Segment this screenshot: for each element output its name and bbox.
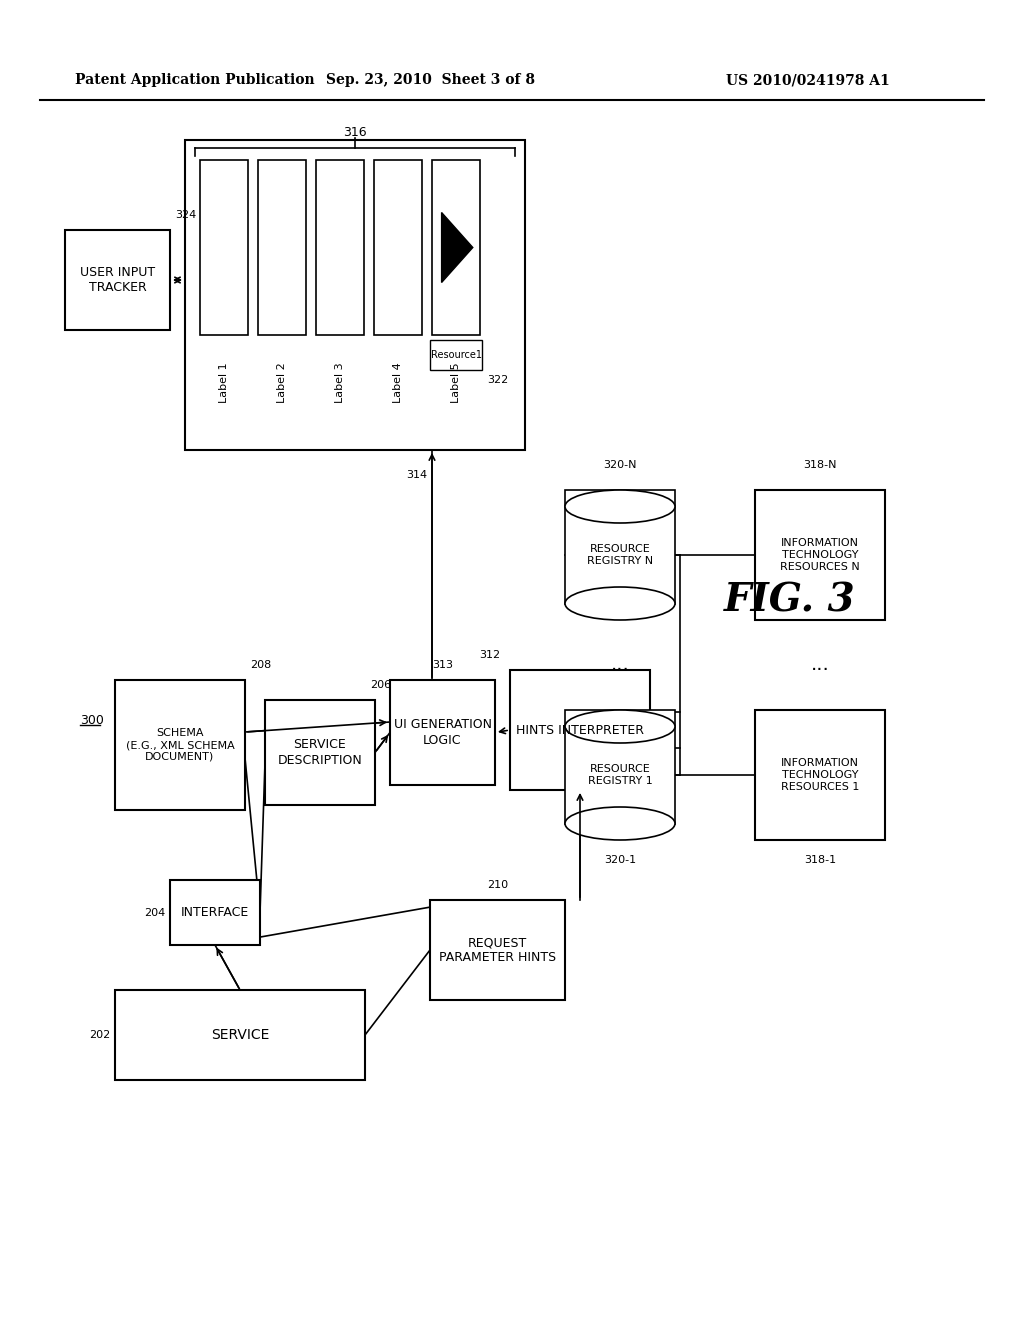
Bar: [115, 680, 245, 810]
Text: ...: ...: [610, 656, 630, 675]
Text: UI GENERATION
LOGIC: UI GENERATION LOGIC: [393, 718, 492, 747]
Text: INTERFACE: INTERFACE: [181, 906, 249, 919]
Text: ...: ...: [811, 656, 829, 675]
Bar: [316, 160, 364, 335]
Ellipse shape: [565, 587, 675, 620]
Text: 204: 204: [143, 908, 165, 917]
Text: 202: 202: [89, 1030, 110, 1040]
Bar: [430, 900, 565, 1001]
Text: Label 1: Label 1: [219, 363, 229, 404]
Bar: [565, 726, 675, 824]
Text: USER INPUT
TRACKER: USER INPUT TRACKER: [80, 267, 155, 294]
Text: Label 5: Label 5: [451, 363, 461, 404]
Text: SERVICE: SERVICE: [211, 1028, 269, 1041]
Bar: [374, 160, 422, 335]
Text: 316: 316: [343, 127, 367, 140]
Text: Label 4: Label 4: [393, 363, 403, 404]
Text: 208: 208: [250, 660, 271, 671]
Text: INFORMATION
TECHNOLOGY
RESOURCES N: INFORMATION TECHNOLOGY RESOURCES N: [780, 539, 860, 572]
Text: Sep. 23, 2010  Sheet 3 of 8: Sep. 23, 2010 Sheet 3 of 8: [326, 73, 535, 87]
Text: Resource1: Resource1: [430, 350, 481, 360]
Bar: [430, 341, 482, 370]
Text: 320-1: 320-1: [604, 855, 636, 865]
Bar: [65, 230, 170, 330]
Bar: [200, 160, 248, 335]
Text: 300: 300: [80, 714, 103, 726]
Ellipse shape: [565, 490, 675, 523]
Bar: [390, 680, 495, 785]
Bar: [755, 490, 885, 620]
Bar: [265, 700, 375, 805]
Bar: [258, 160, 306, 335]
Bar: [565, 507, 675, 603]
Text: US 2010/0241978 A1: US 2010/0241978 A1: [726, 73, 890, 87]
Text: REQUEST
PARAMETER HINTS: REQUEST PARAMETER HINTS: [439, 936, 556, 964]
Text: RESOURCE
REGISTRY 1: RESOURCE REGISTRY 1: [588, 764, 652, 785]
Bar: [170, 880, 260, 945]
Text: 210: 210: [487, 880, 508, 890]
Text: FIG. 3: FIG. 3: [724, 581, 856, 619]
Text: Label 2: Label 2: [278, 363, 287, 404]
Text: 322: 322: [487, 375, 508, 385]
Text: HINTS INTERPRETER: HINTS INTERPRETER: [516, 723, 644, 737]
Text: SERVICE
DESCRIPTION: SERVICE DESCRIPTION: [278, 738, 362, 767]
Text: 206: 206: [370, 680, 391, 690]
Text: 320-N: 320-N: [603, 459, 637, 470]
Bar: [565, 490, 675, 603]
Bar: [432, 160, 480, 335]
Text: Label 3: Label 3: [335, 363, 345, 404]
Text: Patent Application Publication: Patent Application Publication: [75, 73, 314, 87]
Text: SCHEMA
(E.G., XML SCHEMA
DOCUMENT): SCHEMA (E.G., XML SCHEMA DOCUMENT): [126, 729, 234, 762]
Text: 318-1: 318-1: [804, 855, 836, 865]
Bar: [185, 140, 525, 450]
Bar: [510, 671, 650, 789]
Text: 318-N: 318-N: [803, 459, 837, 470]
Text: 314: 314: [407, 470, 428, 480]
Text: 313: 313: [432, 660, 453, 671]
Ellipse shape: [565, 807, 675, 840]
Text: 312: 312: [479, 649, 500, 660]
Text: RESOURCE
REGISTRY N: RESOURCE REGISTRY N: [587, 544, 653, 566]
Ellipse shape: [565, 710, 675, 743]
Bar: [755, 710, 885, 840]
Bar: [115, 990, 365, 1080]
Bar: [565, 710, 675, 824]
Text: 324: 324: [175, 210, 197, 220]
Polygon shape: [441, 213, 473, 282]
Text: INFORMATION
TECHNOLOGY
RESOURCES 1: INFORMATION TECHNOLOGY RESOURCES 1: [781, 759, 859, 792]
